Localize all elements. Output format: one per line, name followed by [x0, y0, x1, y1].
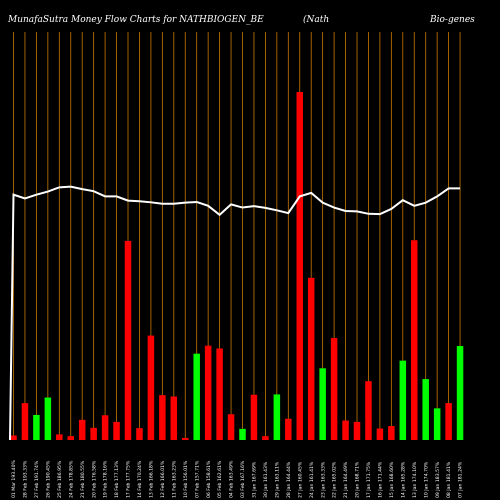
bar: [296, 92, 303, 440]
x-tick-label: 23 Jan 163.33%: [320, 461, 326, 498]
x-tick-label: 18 Feb 177.13%: [114, 460, 120, 498]
x-tick-label: 05 Feb 162.61%: [217, 460, 223, 498]
money-flow-line: [9, 185, 461, 441]
x-tick-label: 10 Feb 156.01%: [183, 460, 189, 498]
bar: [285, 418, 292, 440]
bar: [170, 396, 178, 440]
bar: [319, 368, 326, 440]
x-tick-label: 07 Feb 157.71%: [194, 460, 200, 498]
x-tick-label: 08 Jan 181.41%: [446, 461, 452, 498]
bar: [67, 436, 74, 440]
bar: [273, 394, 281, 440]
bar: [388, 426, 395, 440]
x-tick-label: 28 Feb 193.33%: [23, 460, 29, 498]
x-tick-label: 25 Feb 186.95%: [57, 460, 63, 498]
bar: [136, 428, 143, 440]
bar: [330, 338, 338, 440]
bar: [376, 428, 384, 440]
x-tick-label: 21 Jan 164.49%: [343, 461, 349, 498]
bar: [353, 421, 361, 440]
bar: [365, 381, 372, 440]
x-tick-label: 14 Feb 170.24%: [137, 460, 143, 498]
x-tick-label: 19 Feb 178.16%: [103, 460, 109, 498]
x-tick-label: 09 Jan 183.57%: [435, 461, 441, 498]
x-tick-label: 20 Feb 176.58%: [91, 460, 97, 498]
bar: [307, 277, 315, 440]
bar: [56, 434, 63, 440]
bar: [456, 346, 464, 440]
bar: [422, 379, 429, 440]
bar: [250, 394, 258, 440]
bar: [239, 428, 246, 440]
bar: [159, 395, 166, 440]
x-tick-label: 24 Jan 161.41%: [309, 461, 315, 498]
bar: [445, 403, 452, 440]
bar: [204, 345, 212, 440]
bar: [193, 353, 200, 440]
x-tick-label: 22 Jan 165.02%: [332, 461, 338, 498]
x-tick-label: 10 Jan 174.70%: [423, 461, 429, 498]
x-tick-label: 21 Feb 180.55%: [80, 460, 86, 498]
chart-title-mid: (Nath: [303, 14, 329, 25]
x-tick-label: 11 Feb 163.23%: [171, 460, 177, 498]
x-tick-label: 30 Jan 161.43%: [263, 461, 269, 498]
bar: [33, 414, 40, 440]
bar: [78, 419, 86, 440]
bar: [182, 437, 189, 440]
x-tick-label: 17 Jan 171.75%: [366, 461, 372, 498]
bar: [411, 240, 418, 440]
x-tick-label: 26 Feb 190.45%: [45, 460, 51, 498]
bar: [399, 360, 407, 440]
bar: [227, 414, 235, 440]
x-tick-labels: 01 Mar 193.40% 28 Feb 193.33% 27 Feb 191.7…: [11, 459, 464, 498]
chart-title-left: MunafaSutra Money Flow Charts for NATHBI…: [7, 15, 264, 25]
bar: [90, 427, 97, 440]
bar: [10, 435, 17, 440]
bar: [101, 415, 109, 440]
x-tick-label: 04 Feb 163.49%: [229, 460, 235, 498]
chart-title-right: Bio-genes: [429, 15, 475, 25]
bar: [262, 436, 269, 440]
bar-series: [10, 92, 464, 440]
x-tick-label: 07 Jan 181.24%: [458, 461, 464, 498]
x-tick-label: 27 Jan 160.45%: [297, 461, 303, 498]
x-tick-label: 24 Feb 178.85%: [68, 460, 74, 498]
bar: [21, 403, 29, 440]
x-tick-label: 29 Jan 163.11%: [274, 461, 280, 498]
bar: [147, 335, 155, 440]
bar: [113, 421, 120, 440]
x-tick-label: 16 Jan 171.44%: [378, 461, 384, 498]
x-tick-label: 17 Feb 177.75%: [126, 460, 132, 498]
x-tick-label: 13 Feb 166.18%: [149, 460, 155, 498]
x-tick-label: 31 Jan 167.69%: [252, 461, 258, 498]
x-tick-label: 14 Jan 165.28%: [400, 461, 406, 498]
x-tick-label: 28 Jan 164.44%: [286, 461, 292, 498]
x-tick-label: 13 Jan 174.10%: [412, 461, 418, 498]
x-tick-label: 01 Mar 193.40%: [11, 459, 17, 498]
bar: [433, 408, 441, 440]
bar: [342, 420, 349, 440]
x-tick-label: 03 Feb 167.16%: [240, 460, 246, 498]
x-tick-label: 15 Jan 168.60%: [389, 461, 395, 498]
x-tick-label: 27 Feb 191.74%: [34, 460, 40, 498]
bar: [216, 348, 223, 440]
bar: [44, 397, 52, 440]
x-tick-label: 06 Feb 158.61%: [206, 460, 212, 498]
bar: [124, 240, 132, 440]
x-tick-label: 20 Jan 168.71%: [355, 461, 361, 498]
x-tick-label: 12 Feb 166.01%: [160, 460, 166, 498]
